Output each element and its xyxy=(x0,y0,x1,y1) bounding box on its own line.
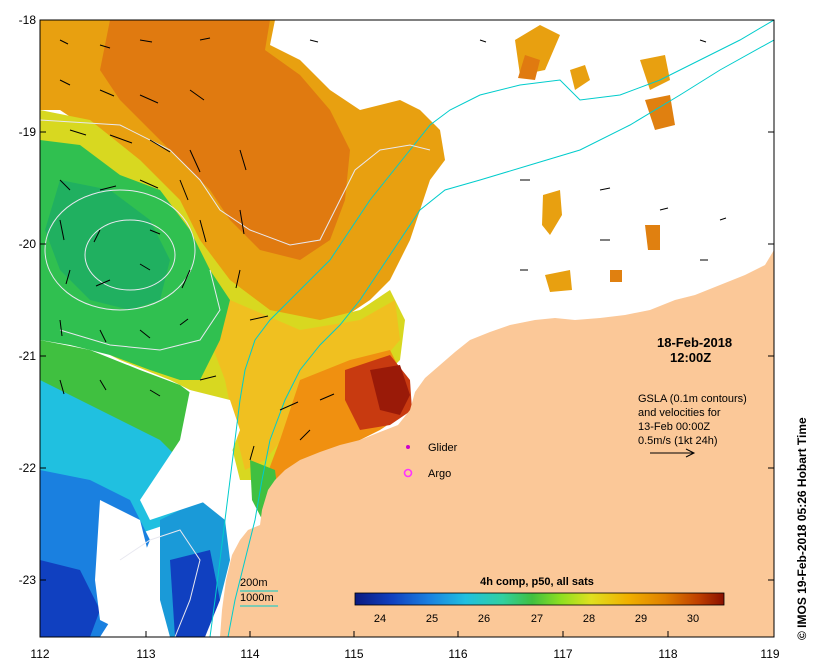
lat-tick-marks xyxy=(40,19,774,581)
bathy-1000-label: 1000m xyxy=(240,592,274,604)
lat-tick-label: -19 xyxy=(19,125,37,139)
colorbar-tick-label: 25 xyxy=(426,613,438,625)
land-area xyxy=(220,250,774,637)
date-label: 18-Feb-2018 xyxy=(657,335,732,350)
lat-tick-label: -18 xyxy=(19,13,37,27)
glider-marker xyxy=(406,445,410,449)
lon-tick-label: 114 xyxy=(240,647,259,661)
time-label: 12:00Z xyxy=(670,350,711,365)
credit-text: © IMOS 19-Feb-2018 05:26 Hobart Time xyxy=(795,417,809,640)
gsla-label: 0.5m/s (1kt 24h) xyxy=(638,435,717,447)
colorbar-tick-label: 29 xyxy=(635,613,647,625)
colorbar xyxy=(354,592,725,606)
colorbar-tick-label: 26 xyxy=(478,613,490,625)
lat-tick-label: -20 xyxy=(19,237,37,251)
lon-tick-label: 118 xyxy=(658,647,677,661)
colorbar-tick-label: 30 xyxy=(687,613,699,625)
bathymetry-contours xyxy=(209,20,774,637)
gsla-label: GSLA (0.1m contours) xyxy=(638,393,747,405)
lat-tick-label: -22 xyxy=(19,461,37,475)
argo-marker xyxy=(403,468,413,478)
argo-label: Argo xyxy=(428,468,451,480)
colorbar-title: 4h comp, p50, all sats xyxy=(480,576,594,588)
colorbar-tick-label: 28 xyxy=(583,613,595,625)
lat-tick-labels: -18 -19 -20 -21 -22 -23 xyxy=(19,13,37,587)
lon-tick-label: 116 xyxy=(448,647,467,661)
lat-tick-label: -21 xyxy=(19,349,37,363)
colorbar-ticks: 24 25 26 27 28 29 30 xyxy=(374,613,699,625)
lon-tick-label: 119 xyxy=(760,647,779,661)
sst-field xyxy=(40,20,675,637)
plot-frame xyxy=(39,19,775,638)
gsla-label: 13-Feb 00:00Z xyxy=(638,421,710,433)
lon-tick-label: 117 xyxy=(553,647,572,661)
lon-tick-label: 115 xyxy=(344,647,363,661)
glider-label: Glider xyxy=(428,442,458,454)
gsla-contours xyxy=(40,119,431,637)
colorbar-tick-label: 24 xyxy=(374,613,386,625)
lon-tick-marks xyxy=(39,631,775,637)
lat-tick-label: -23 xyxy=(19,573,37,587)
gsla-label: and velocities for xyxy=(638,407,721,419)
colorbar-tick-label: 27 xyxy=(531,613,543,625)
lon-tick-label: 112 xyxy=(30,647,49,661)
bathy-200-label: 200m xyxy=(240,577,268,589)
velocity-vectors xyxy=(59,37,727,461)
lon-tick-label: 113 xyxy=(136,647,155,661)
velocity-scale-arrow xyxy=(650,448,696,458)
lon-tick-labels: 112 113 114 115 116 117 118 119 xyxy=(30,647,779,661)
